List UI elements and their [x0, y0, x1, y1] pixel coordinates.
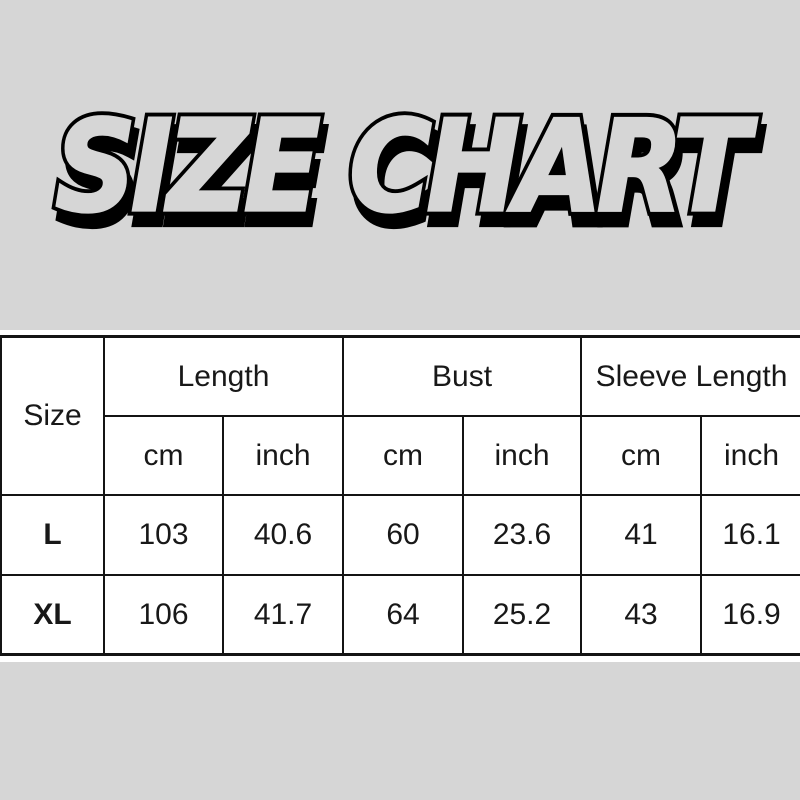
- cell-xl-bust-inch: 25.2: [462, 574, 583, 656]
- size-chart-band: Size Length Bust Sleeve Length cm inch c…: [0, 330, 800, 662]
- header-group-length: Length: [102, 335, 345, 417]
- cell-xl-bust-cm: 64: [342, 574, 465, 656]
- cell-xl-sleeve-inch: 16.9: [700, 574, 800, 656]
- page-title: SIZE CHART SIZE CHART SIZE CHART: [50, 90, 758, 256]
- header-group-sleeve-length: Sleeve Length: [580, 335, 800, 417]
- unit-header-length-inch: inch: [221, 415, 345, 496]
- cell-xl-length-cm: 106: [103, 574, 224, 656]
- cell-l-sleeve-cm: 41: [580, 494, 703, 576]
- unit-header-bust-cm: cm: [342, 415, 465, 496]
- unit-header-length-cm: cm: [103, 415, 224, 496]
- cell-l-length-cm: 103: [103, 494, 224, 576]
- unit-header-sleeve-cm: cm: [580, 415, 703, 496]
- title-outline-layer: SIZE CHART: [50, 90, 754, 245]
- title-fill-layer: SIZE CHART: [54, 94, 751, 241]
- title-shadow-layer: SIZE CHART: [54, 101, 758, 256]
- unit-header-bust-inch: inch: [462, 415, 583, 496]
- cell-l-bust-inch: 23.6: [462, 494, 583, 576]
- size-label-l: L: [0, 494, 105, 576]
- header-size: Size: [0, 335, 105, 496]
- size-label-xl: XL: [0, 574, 105, 656]
- table-header-unit-row: cm inch cm inch cm inch: [1, 415, 800, 496]
- header-group-bust: Bust: [342, 335, 583, 417]
- cell-xl-length-inch: 41.7: [221, 574, 345, 656]
- cell-xl-sleeve-cm: 43: [580, 574, 703, 656]
- table-header-group-row: Size Length Bust Sleeve Length: [0, 335, 800, 496]
- cell-l-sleeve-inch: 16.1: [700, 494, 800, 576]
- unit-header-sleeve-inch: inch: [700, 415, 800, 496]
- cell-l-bust-cm: 60: [342, 494, 465, 576]
- table-row-size-xl: XL 106 41.7 64 25.2 43 16.9: [0, 574, 800, 656]
- title-row: SIZE CHART SIZE CHART SIZE CHART: [0, 90, 800, 256]
- size-chart-table: Size Length Bust Sleeve Length cm inch c…: [0, 335, 800, 656]
- table-row-size-l: L 103 40.6 60 23.6 41 16.1: [0, 494, 800, 576]
- cell-l-length-inch: 40.6: [221, 494, 345, 576]
